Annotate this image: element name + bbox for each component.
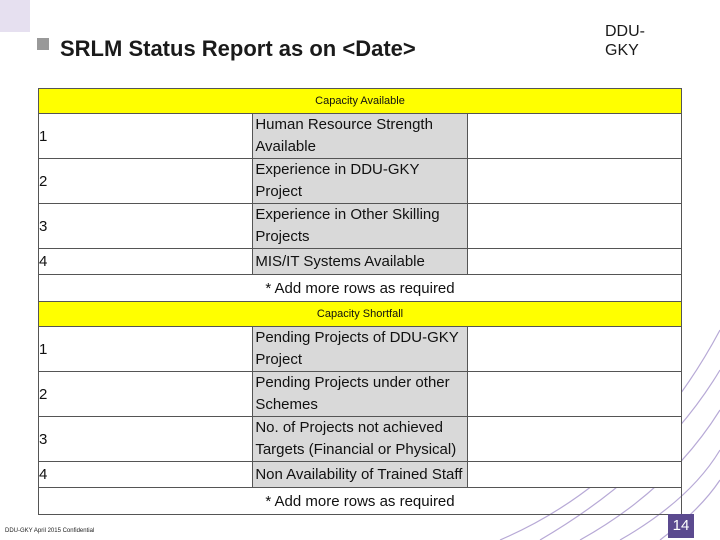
row-number: 4 xyxy=(37,461,254,488)
row-number: 3 xyxy=(37,203,254,249)
row-blank xyxy=(466,248,683,275)
row-blank xyxy=(466,326,683,372)
row-item: Experience in Other Skilling Projects xyxy=(252,203,468,249)
row-blank xyxy=(466,113,683,159)
slide-title: SRLM Status Report as on <Date> xyxy=(60,36,416,61)
table-row: 1 Human Resource Strength Available xyxy=(37,113,683,159)
row-item: MIS/IT Systems Available xyxy=(252,248,468,275)
row-number: 2 xyxy=(37,371,254,417)
section-heading: Capacity Available xyxy=(38,88,682,114)
section-header: Capacity Shortfall xyxy=(38,301,682,327)
row-item: Pending Projects under other Schemes xyxy=(252,371,468,417)
brand: DDU-GKY xyxy=(605,23,645,59)
row-number: 1 xyxy=(37,113,254,159)
row-item: Experience in DDU-GKY Project xyxy=(252,158,468,204)
row-item: Pending Projects of DDU-GKY Project xyxy=(252,326,468,372)
status-table: Capacity Available 1 Human Resource Streng… xyxy=(37,88,683,515)
row-item: No. of Projects not achieved Targets (Fi… xyxy=(252,416,468,462)
page-number: 14 xyxy=(668,514,694,538)
footer-text: DDU-GKY April 2015 Confidential xyxy=(5,528,95,534)
note: * Add more rows as required xyxy=(38,274,682,302)
section-header: Capacity Available xyxy=(38,88,682,114)
table-row: 3 Experience in Other Skilling Projects xyxy=(37,203,683,249)
table-row: 1 Pending Projects of DDU-GKY Project xyxy=(37,326,683,372)
section-heading: Capacity Shortfall xyxy=(38,301,682,327)
row-number: 2 xyxy=(37,158,254,204)
row-blank xyxy=(466,461,683,488)
row-item: Non Availability of Trained Staff xyxy=(252,461,468,488)
row-blank xyxy=(466,158,683,204)
table-row: 3 No. of Projects not achieved Targets (F… xyxy=(37,416,683,462)
table-row: 2 Pending Projects under other Schemes xyxy=(37,371,683,417)
table-row: 4 MIS/IT Systems Available xyxy=(37,248,683,275)
table-row: 4 Non Availability of Trained Staff xyxy=(37,461,683,488)
note: * Add more rows as required xyxy=(38,487,682,515)
bullet xyxy=(37,38,49,50)
table-row: 2 Experience in DDU-GKY Project xyxy=(37,158,683,204)
note-row: * Add more rows as required xyxy=(38,274,682,302)
row-number: 4 xyxy=(37,248,254,275)
row-number: 1 xyxy=(37,326,254,372)
corner-block xyxy=(0,0,30,32)
row-blank xyxy=(466,416,683,462)
row-number: 3 xyxy=(37,416,254,462)
row-blank xyxy=(466,371,683,417)
note-row: * Add more rows as required xyxy=(38,487,682,515)
row-item: Human Resource Strength Available xyxy=(252,113,468,159)
row-blank xyxy=(466,203,683,249)
